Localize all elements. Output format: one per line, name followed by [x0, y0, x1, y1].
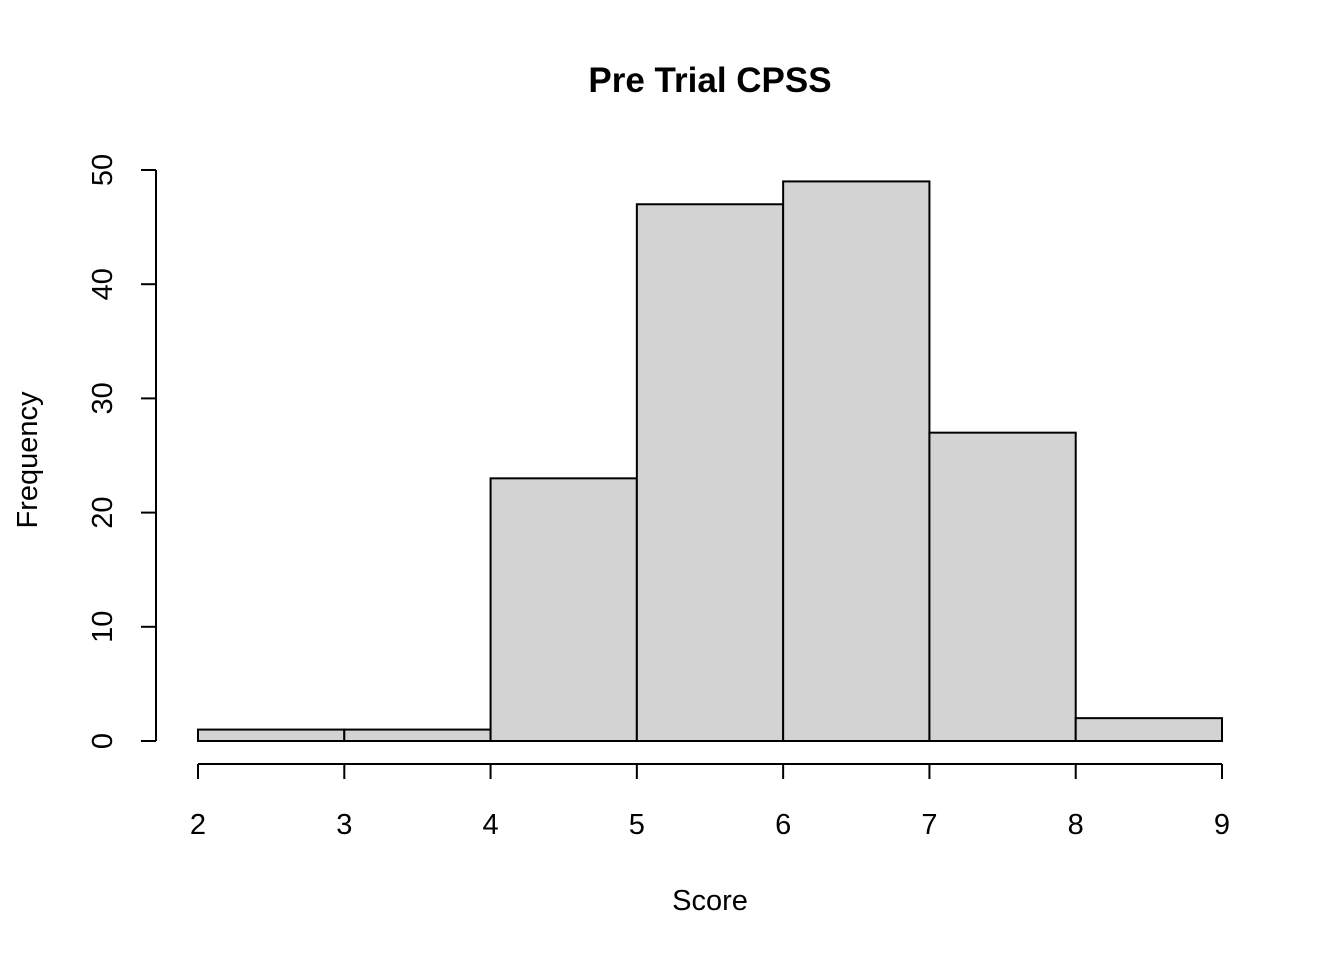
- histogram-bar-5-6: [635, 203, 785, 742]
- histogram-bar-3-4: [343, 728, 492, 743]
- bars-group: [197, 180, 1223, 743]
- x-axis-label: Score: [672, 885, 748, 917]
- x-tick-label: 2: [190, 809, 206, 841]
- x-tick-label: 3: [336, 809, 352, 841]
- y-tick-label: 0: [87, 733, 119, 749]
- y-tick-label: 30: [87, 382, 119, 414]
- x-tick-label: 6: [775, 809, 791, 841]
- y-tick-label: 40: [87, 268, 119, 300]
- y-tick-label: 50: [87, 154, 119, 186]
- x-tick-label: 9: [1214, 809, 1230, 841]
- histogram-bar-8-9: [1074, 717, 1223, 742]
- y-axis-label: Frequency: [12, 391, 44, 529]
- histogram-bar-6-7: [782, 180, 931, 743]
- x-tick-label: 8: [1068, 809, 1084, 841]
- x-axis: 2 3 4 5 6 7 8 9: [190, 763, 1230, 841]
- histogram-bar-2-3: [197, 728, 346, 743]
- histogram-bar-4-5: [489, 477, 638, 742]
- x-tick-label: 7: [921, 809, 937, 841]
- y-tick-label: 20: [87, 496, 119, 528]
- x-tick-label: 4: [483, 809, 499, 841]
- chart-title: Pre Trial CPSS: [588, 61, 831, 100]
- y-axis: 0 10 20 30 40 50: [87, 154, 157, 749]
- histogram-bar-7-8: [928, 431, 1077, 742]
- y-tick-label: 10: [87, 611, 119, 643]
- x-tick-label: 5: [629, 809, 645, 841]
